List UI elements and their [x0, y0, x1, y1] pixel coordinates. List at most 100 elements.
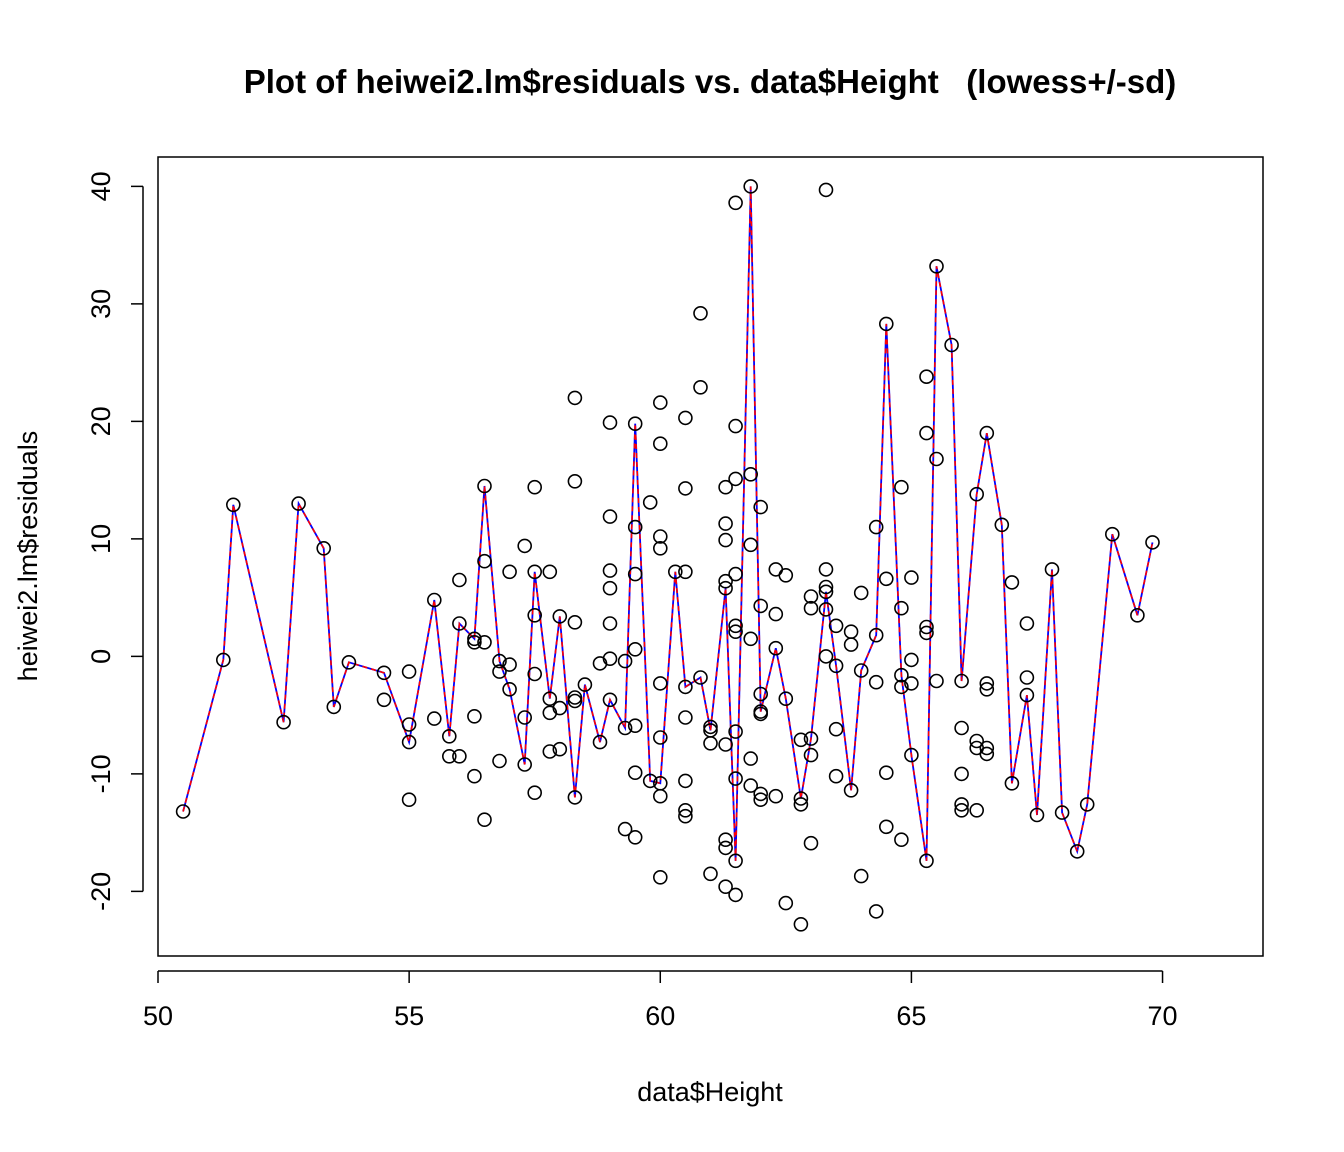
data-point	[843, 624, 859, 640]
data-point	[527, 607, 543, 623]
data-point	[753, 792, 769, 808]
data-point	[868, 674, 884, 690]
data-point	[441, 748, 457, 764]
series-layer	[182, 186, 1154, 861]
data-point	[678, 410, 693, 426]
x-tick-label: 60	[645, 1001, 675, 1031]
data-point	[768, 788, 784, 804]
data-point	[969, 486, 985, 502]
data-point	[828, 768, 844, 784]
data-point	[954, 802, 969, 818]
data-point	[652, 869, 668, 885]
data-point	[828, 618, 844, 634]
data-point	[793, 791, 809, 806]
data-point	[467, 631, 482, 647]
y-axis: -20 -10 0 10 20 30 40	[86, 171, 144, 911]
data-point	[678, 773, 693, 789]
data-point	[517, 538, 533, 554]
data-point	[1004, 575, 1020, 590]
data-point	[602, 509, 618, 524]
data-point	[793, 916, 809, 932]
data-point	[502, 657, 517, 672]
data-point	[979, 740, 995, 756]
data-point	[602, 616, 618, 631]
data-point	[778, 691, 794, 707]
y-axis-title: heiwei2.lm$residuals	[13, 431, 43, 682]
data-point	[441, 728, 457, 744]
data-point	[627, 829, 643, 845]
chart-title: Plot of heiwei2.lm$residuals vs. data$He…	[244, 63, 1177, 100]
data-point	[853, 868, 869, 884]
data-point	[477, 553, 492, 569]
y-tick-label: 10	[86, 524, 116, 554]
data-point	[818, 579, 834, 595]
data-point	[1044, 562, 1060, 577]
data-point	[467, 708, 482, 724]
data-point	[728, 418, 743, 434]
data-point	[477, 812, 492, 828]
data-point	[954, 766, 969, 782]
data-point	[979, 681, 995, 697]
data-point	[693, 670, 708, 685]
data-point	[567, 614, 583, 630]
data-point	[868, 519, 884, 535]
data-point	[527, 785, 543, 801]
data-point	[542, 691, 558, 707]
data-point	[818, 649, 834, 664]
data-point	[567, 390, 583, 406]
data-point	[878, 819, 894, 835]
data-point	[803, 835, 819, 851]
data-point	[226, 497, 241, 513]
y-tick-label: -20	[86, 872, 116, 911]
data-point	[994, 517, 1010, 533]
data-point	[768, 562, 784, 577]
data-point	[929, 673, 944, 689]
data-point	[919, 425, 934, 441]
data-point	[743, 778, 759, 793]
data-point	[894, 479, 909, 495]
data-point	[753, 706, 769, 722]
data-point	[602, 563, 618, 578]
plot-area-frame	[157, 156, 1264, 957]
data-point	[979, 746, 995, 762]
data-point	[828, 721, 844, 737]
data-point	[492, 653, 507, 669]
data-point	[954, 673, 969, 689]
data-point	[718, 879, 733, 895]
data-point	[803, 731, 819, 746]
points-layer	[175, 179, 1160, 932]
data-point	[718, 737, 733, 752]
data-point	[1145, 535, 1160, 550]
x-tick-label: 70	[1148, 1001, 1178, 1031]
data-point	[567, 473, 583, 489]
data-point	[502, 564, 517, 580]
data-point	[627, 519, 643, 535]
data-point	[401, 717, 417, 732]
x-tick-label: 50	[143, 1001, 173, 1031]
data-point	[652, 529, 668, 544]
data-point	[326, 699, 342, 715]
data-point	[652, 540, 668, 556]
data-point	[718, 573, 733, 589]
data-point	[1054, 805, 1070, 820]
data-point	[718, 516, 733, 531]
data-point	[552, 741, 568, 757]
data-point	[602, 415, 618, 430]
data-point	[818, 182, 834, 198]
data-point	[1019, 616, 1035, 631]
data-point	[793, 797, 809, 812]
data-point	[426, 592, 442, 608]
data-point	[652, 676, 668, 691]
data-point	[703, 719, 718, 735]
data-point	[567, 693, 583, 709]
sd-band-line	[182, 186, 1154, 861]
data-point	[753, 598, 769, 614]
data-point	[577, 677, 593, 692]
data-point	[678, 679, 693, 695]
data-point	[652, 788, 668, 804]
data-point	[667, 564, 683, 580]
data-point	[728, 724, 743, 739]
data-point	[652, 436, 668, 452]
data-point	[477, 634, 492, 650]
